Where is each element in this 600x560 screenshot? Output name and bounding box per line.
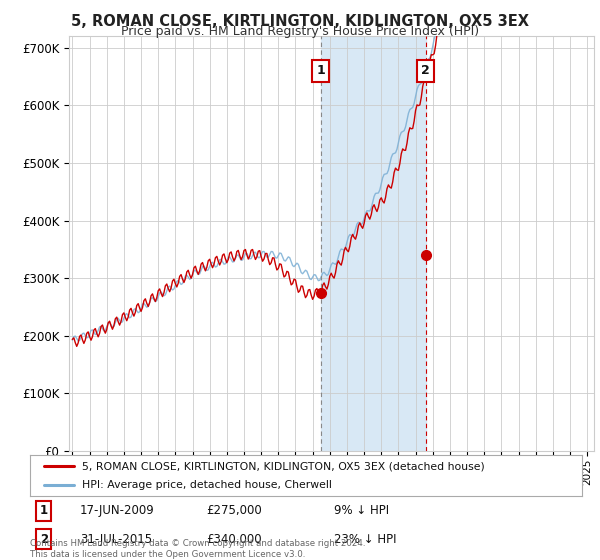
Text: Price paid vs. HM Land Registry's House Price Index (HPI): Price paid vs. HM Land Registry's House …: [121, 25, 479, 38]
Text: 1: 1: [316, 64, 325, 77]
Text: £275,000: £275,000: [206, 504, 262, 517]
Text: HPI: Average price, detached house, Cherwell: HPI: Average price, detached house, Cher…: [82, 480, 332, 489]
Text: 2: 2: [40, 533, 48, 545]
Text: 9% ↓ HPI: 9% ↓ HPI: [334, 504, 389, 517]
Text: Contains HM Land Registry data © Crown copyright and database right 2024.
This d: Contains HM Land Registry data © Crown c…: [30, 539, 365, 559]
Text: 5, ROMAN CLOSE, KIRTLINGTON, KIDLINGTON, OX5 3EX: 5, ROMAN CLOSE, KIRTLINGTON, KIDLINGTON,…: [71, 14, 529, 29]
Text: £340,000: £340,000: [206, 533, 262, 545]
Text: 1: 1: [40, 504, 48, 517]
Bar: [320, 36, 425, 451]
Text: 17-JUN-2009: 17-JUN-2009: [80, 504, 154, 517]
Text: 5, ROMAN CLOSE, KIRTLINGTON, KIDLINGTON, OX5 3EX (detached house): 5, ROMAN CLOSE, KIRTLINGTON, KIDLINGTON,…: [82, 461, 485, 471]
Text: 31-JUL-2015: 31-JUL-2015: [80, 533, 152, 545]
Text: 23% ↓ HPI: 23% ↓ HPI: [334, 533, 396, 545]
Text: 2: 2: [421, 64, 430, 77]
